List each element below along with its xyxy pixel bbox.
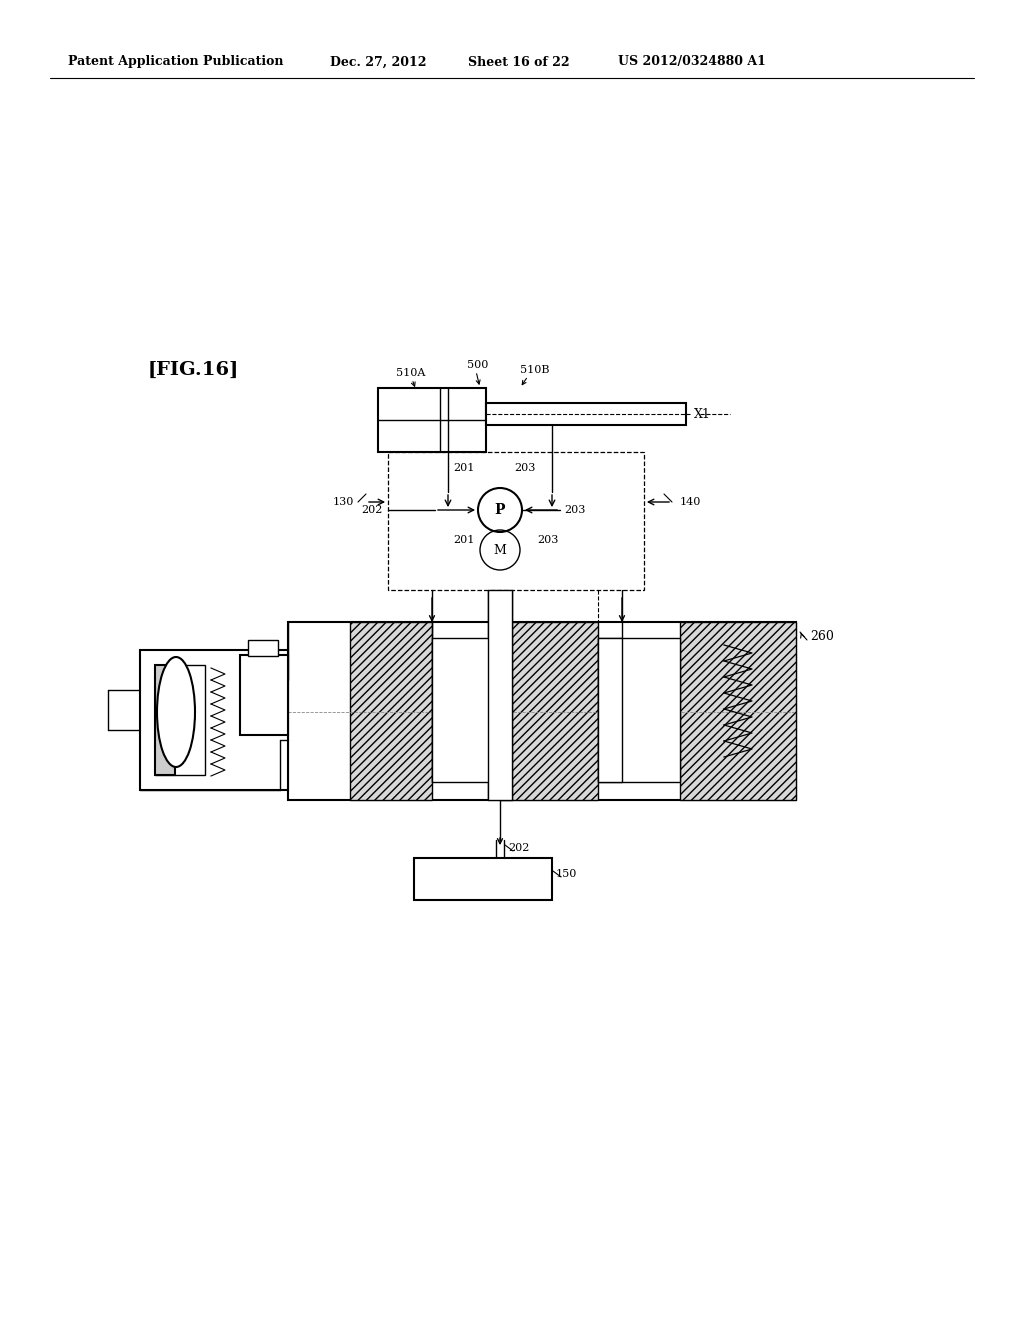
Text: 202: 202	[361, 506, 383, 515]
Bar	[500, 622, 598, 800]
Text: 203: 203	[515, 463, 536, 473]
Text: 201: 201	[453, 463, 474, 473]
Bar	[240, 655, 288, 735]
Text: 201: 201	[453, 535, 474, 545]
Bar	[140, 649, 288, 789]
Text: 140: 140	[680, 498, 701, 507]
Text: 202: 202	[508, 843, 529, 853]
Text: X1: X1	[694, 408, 711, 421]
Text: RESERVOIR TANK: RESERVOIR TANK	[425, 874, 541, 884]
Bar	[598, 638, 680, 781]
Text: 510B: 510B	[520, 366, 550, 375]
Bar	[155, 665, 205, 775]
Text: 510A: 510A	[396, 368, 425, 378]
Text: 203: 203	[537, 535, 558, 545]
Bar	[488, 590, 512, 800]
Text: 150: 150	[556, 869, 578, 879]
Bar	[350, 622, 432, 800]
Bar	[598, 638, 622, 781]
Text: M: M	[494, 544, 507, 557]
Bar	[155, 665, 175, 775]
Text: P: P	[495, 503, 505, 517]
Text: 500: 500	[467, 360, 488, 370]
Text: Dec. 27, 2012: Dec. 27, 2012	[330, 55, 427, 69]
Bar	[378, 388, 486, 451]
Text: US 2012/0324880 A1: US 2012/0324880 A1	[618, 55, 766, 69]
Bar	[432, 638, 500, 781]
Text: [FIG.16]: [FIG.16]	[148, 360, 240, 379]
Text: 260: 260	[810, 630, 834, 643]
Bar	[486, 403, 686, 425]
Text: 130: 130	[333, 498, 354, 507]
Bar	[414, 858, 552, 900]
Bar	[388, 451, 644, 590]
Bar	[680, 622, 796, 800]
Text: Patent Application Publication: Patent Application Publication	[68, 55, 284, 69]
Ellipse shape	[157, 657, 195, 767]
Text: 203: 203	[564, 506, 586, 515]
Bar	[288, 622, 796, 800]
Text: Sheet 16 of 22: Sheet 16 of 22	[468, 55, 569, 69]
Bar	[248, 640, 278, 656]
